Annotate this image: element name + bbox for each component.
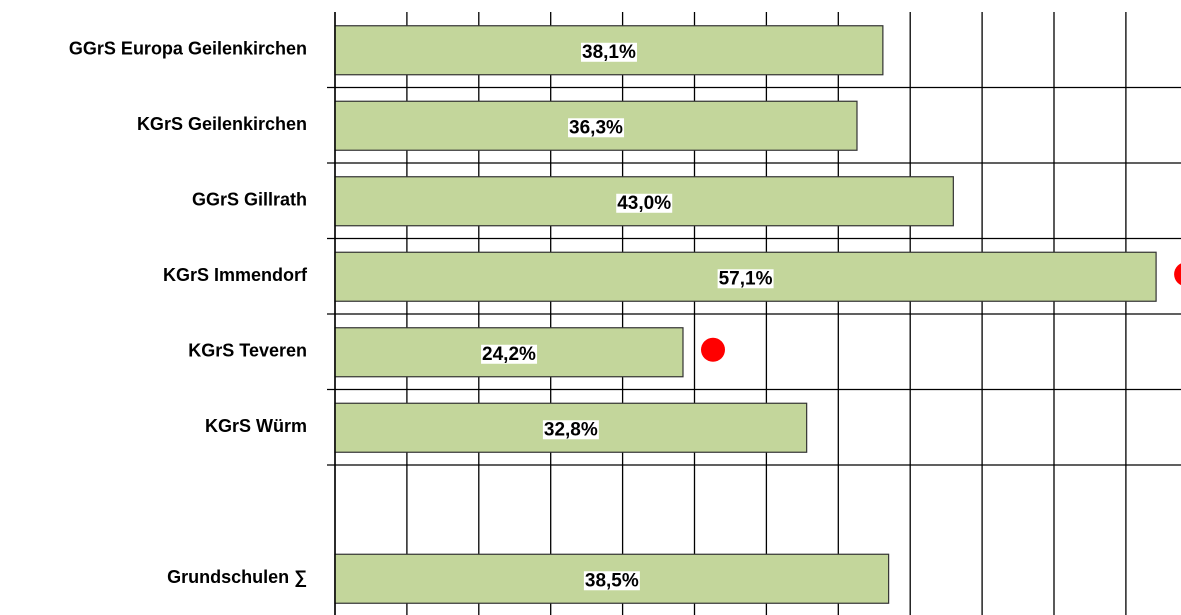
value-label: 57,1% [719,268,773,289]
category-label: KGrS Würm [205,416,307,436]
value-label: 32,8% [544,419,598,440]
category-label: GGrS Gillrath [192,190,307,210]
value-label: 43,0% [617,193,671,214]
category-label: KGrS Immendorf [163,265,308,285]
flag-dot [700,337,725,362]
value-label-bg [542,420,599,440]
category-label: GGrS Europa Geilenkirchen [69,39,307,59]
value-label-bg [581,42,637,62]
value-label-bg [568,118,625,138]
value-label: 38,1% [582,42,636,63]
value-label: 38,5% [585,570,639,591]
value-label-bg [583,571,640,591]
flag-dot [1174,263,1181,286]
value-label-bg [481,344,538,364]
category-label: Grundschulen ∑ [167,567,307,587]
category-label: KGrS Geilenkirchen [137,114,307,134]
value-label-bg [616,193,673,213]
category-label: KGrS Teveren [188,341,307,361]
value-label-bg [717,269,774,289]
value-label: 24,2% [482,344,536,365]
value-label: 36,3% [569,117,623,138]
